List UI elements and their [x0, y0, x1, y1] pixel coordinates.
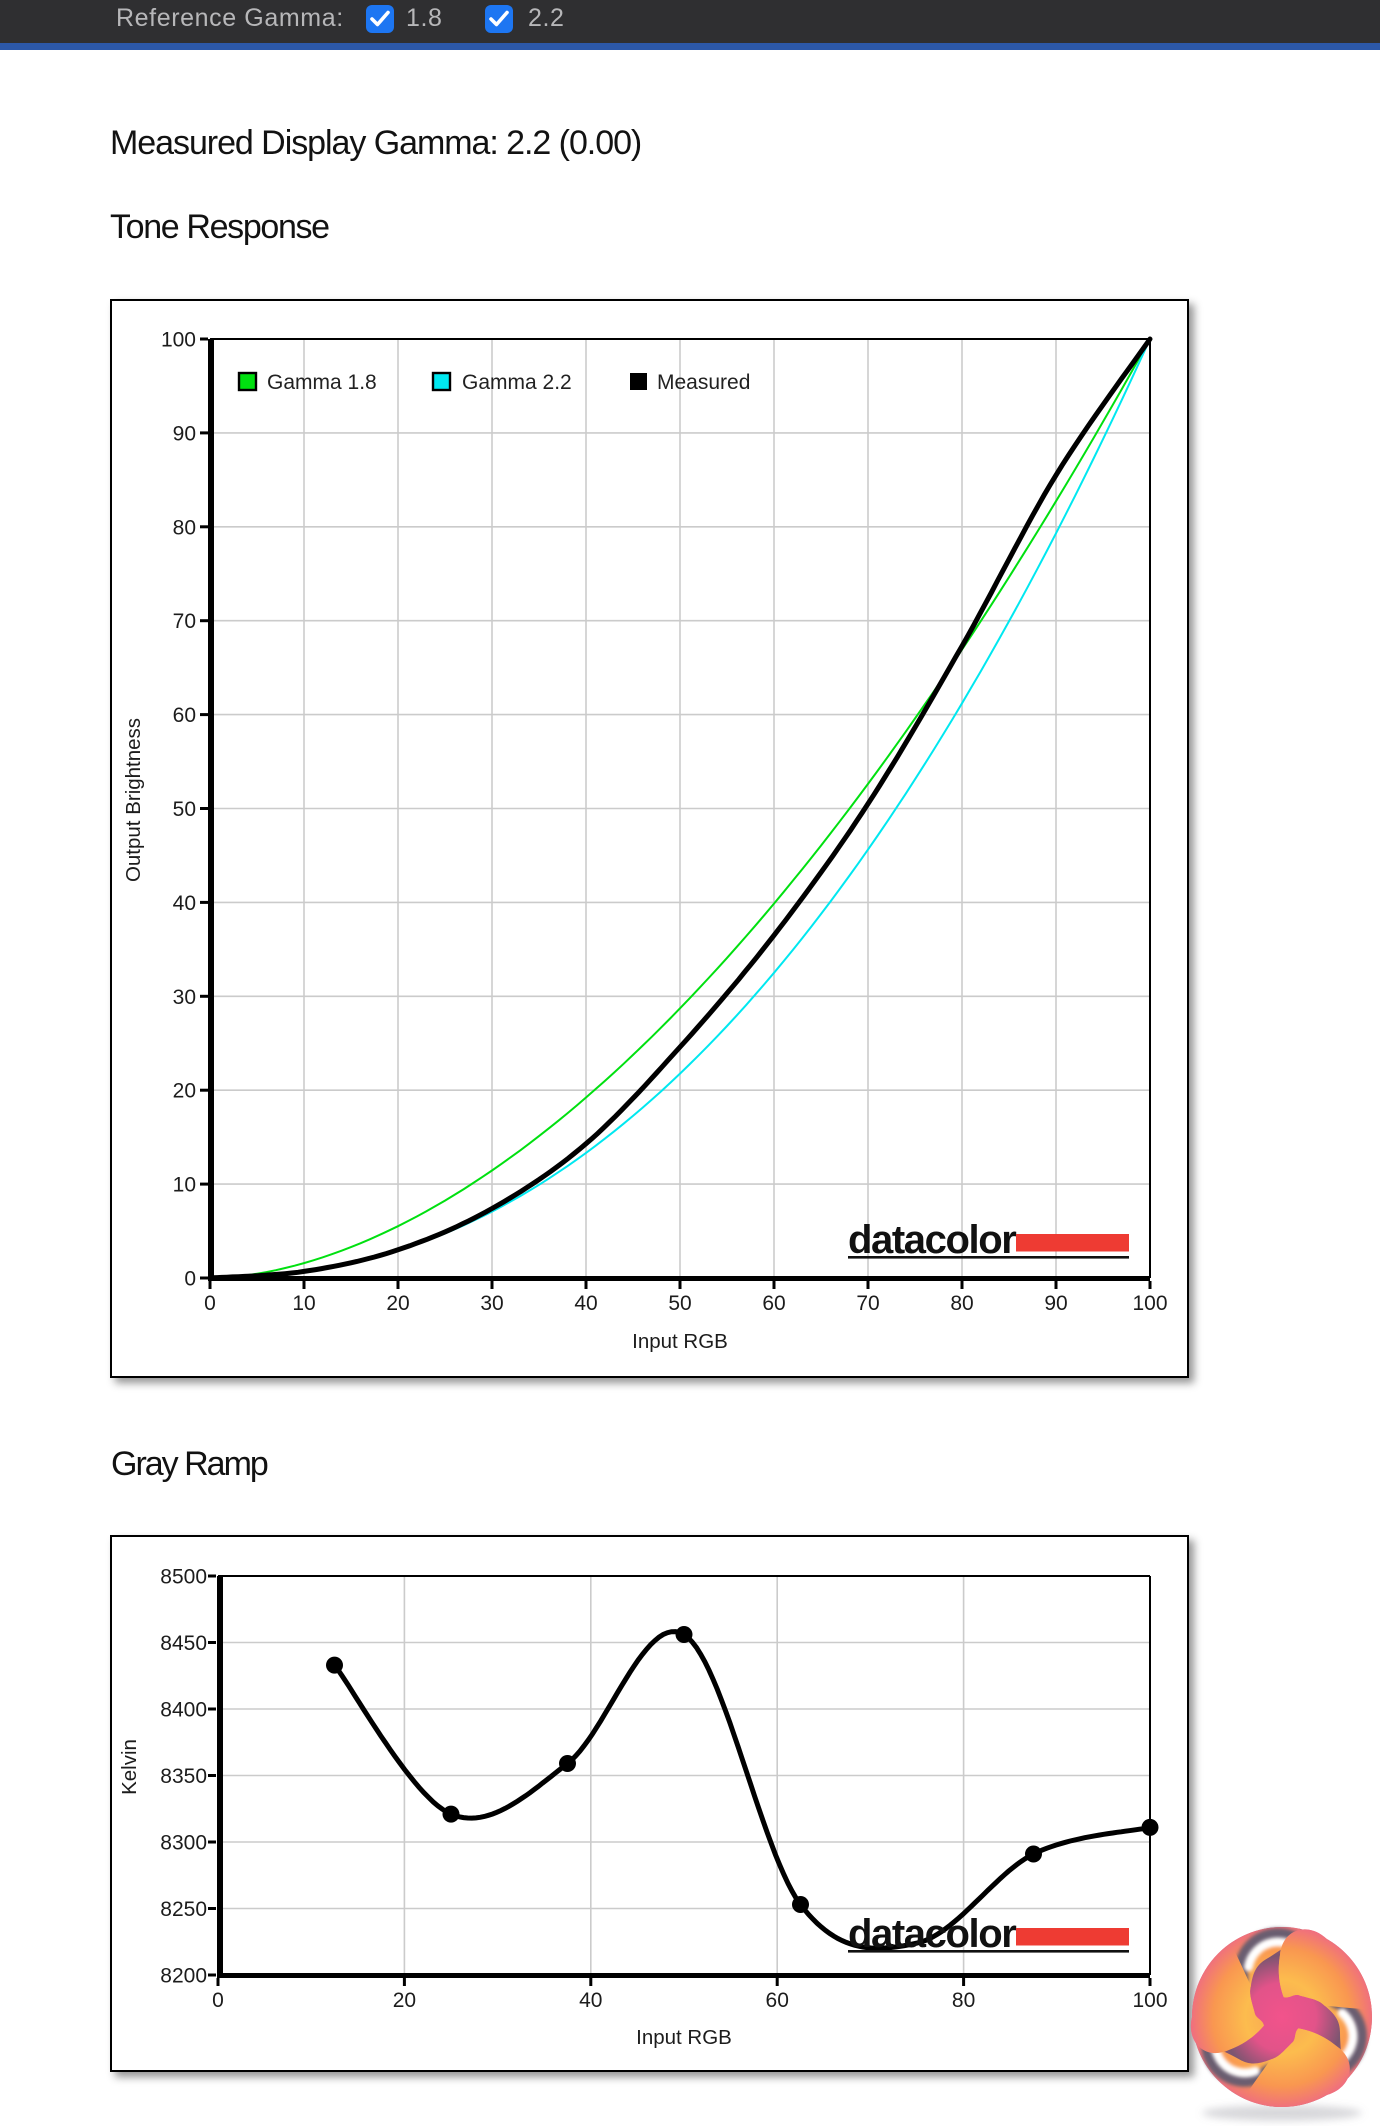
svg-text:20: 20 — [386, 1292, 409, 1315]
svg-text:40: 40 — [574, 1292, 597, 1315]
svg-text:0: 0 — [212, 1989, 224, 2012]
svg-text:40: 40 — [579, 1989, 602, 2012]
svg-text:8250: 8250 — [160, 1898, 207, 1921]
svg-text:80: 80 — [173, 516, 196, 539]
svg-text:40: 40 — [173, 892, 196, 915]
svg-text:20: 20 — [173, 1080, 196, 1103]
svg-text:8350: 8350 — [160, 1765, 207, 1788]
svg-text:8300: 8300 — [160, 1832, 207, 1855]
svg-text:8200: 8200 — [160, 1965, 207, 1988]
svg-text:100: 100 — [161, 329, 196, 352]
svg-text:datacolor: datacolor — [848, 1912, 1016, 1956]
svg-text:50: 50 — [173, 798, 196, 821]
svg-text:Input RGB: Input RGB — [636, 2026, 732, 2049]
svg-text:10: 10 — [292, 1292, 315, 1315]
svg-text:8500: 8500 — [160, 1566, 207, 1589]
svg-text:Input RGB: Input RGB — [632, 1330, 728, 1353]
svg-text:Output Brightness: Output Brightness — [122, 718, 145, 882]
svg-text:100: 100 — [1132, 1292, 1167, 1315]
svg-text:30: 30 — [480, 1292, 503, 1315]
svg-text:80: 80 — [952, 1989, 975, 2012]
svg-text:20: 20 — [393, 1989, 416, 2012]
svg-text:60: 60 — [762, 1292, 785, 1315]
svg-text:Kelvin: Kelvin — [118, 1739, 141, 1795]
svg-text:0: 0 — [204, 1292, 216, 1315]
svg-text:90: 90 — [173, 422, 196, 445]
svg-text:datacolor: datacolor — [848, 1218, 1016, 1262]
svg-text:30: 30 — [173, 986, 196, 1009]
svg-text:80: 80 — [950, 1292, 973, 1315]
svg-text:Gamma 1.8: Gamma 1.8 — [267, 371, 377, 394]
svg-text:100: 100 — [1132, 1989, 1167, 2012]
svg-text:Measured: Measured — [657, 371, 750, 394]
svg-text:70: 70 — [173, 610, 196, 633]
svg-text:0: 0 — [184, 1268, 196, 1291]
svg-text:Gamma 2.2: Gamma 2.2 — [462, 371, 572, 394]
svg-text:60: 60 — [766, 1989, 789, 2012]
svg-text:60: 60 — [173, 704, 196, 727]
svg-text:50: 50 — [668, 1292, 691, 1315]
svg-text:90: 90 — [1044, 1292, 1067, 1315]
svg-text:10: 10 — [173, 1174, 196, 1197]
svg-text:8450: 8450 — [160, 1632, 207, 1655]
svg-text:8400: 8400 — [160, 1699, 207, 1722]
svg-text:70: 70 — [856, 1292, 879, 1315]
